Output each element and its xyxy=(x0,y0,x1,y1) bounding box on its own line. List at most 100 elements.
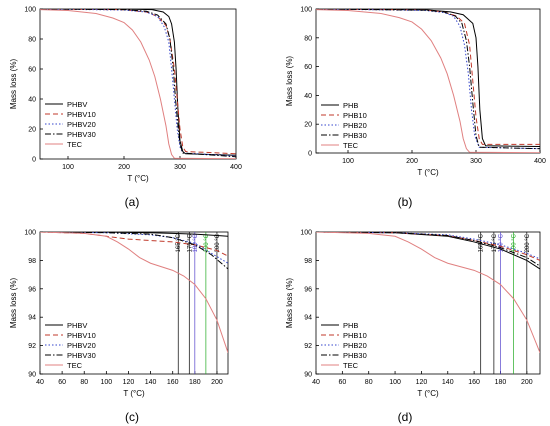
legend-label-b-3: PHB30 xyxy=(343,131,367,140)
x-tick-label-d-7: 180 xyxy=(495,379,507,386)
y-tick-label-a-3: 60 xyxy=(28,67,36,74)
y-tick-label-c-4: 98 xyxy=(28,258,36,265)
x-tick-label-d-8: 200 xyxy=(521,379,533,386)
y-tick-label-b-1: 20 xyxy=(304,122,312,129)
series-line-b-phb10 xyxy=(316,9,540,145)
series-line-c-phbv xyxy=(40,232,228,237)
y-tick-label-a-0: 0 xyxy=(32,157,36,164)
legend-label-c-2: PHBV20 xyxy=(67,341,96,350)
plot-frame-d xyxy=(315,231,541,375)
series-line-c-phbv20 xyxy=(40,232,228,264)
y-tick-label-d-5: 100 xyxy=(300,230,312,237)
series-line-a-phbv10 xyxy=(40,9,236,155)
legend-label-b-0: PHB xyxy=(343,101,358,110)
legend-label-a-1: PHBV10 xyxy=(67,110,96,119)
x-axis-label-b: T (°C) xyxy=(417,168,439,177)
legend-label-c-4: TEC xyxy=(67,361,83,370)
x-tick-label-c-2: 80 xyxy=(80,379,88,386)
y-axis-label-a: Mass loss (%) xyxy=(9,59,18,110)
vline-label-d-1: 175 °C xyxy=(492,233,498,252)
x-tick-label-b-3: 400 xyxy=(534,158,546,165)
legend-label-b-1: PHB10 xyxy=(343,111,367,120)
vline-label-c-2: 180 °C xyxy=(193,233,199,252)
panel-label-a: (a) xyxy=(125,195,140,209)
series-line-d-phb xyxy=(316,232,540,270)
y-tick-label-c-0: 90 xyxy=(28,372,36,379)
y-tick-label-a-2: 40 xyxy=(28,97,36,104)
x-tick-label-c-7: 180 xyxy=(189,379,201,386)
x-tick-label-c-6: 160 xyxy=(167,379,179,386)
x-tick-label-b-1: 200 xyxy=(406,158,418,165)
x-tick-label-c-5: 140 xyxy=(145,379,157,386)
y-tick-label-c-5: 100 xyxy=(24,230,36,237)
series-group-d xyxy=(316,232,540,353)
vline-label-d-3: 190 °C xyxy=(512,233,518,252)
y-tick-label-b-5: 100 xyxy=(300,7,312,14)
vline-label-d-2: 180 °C xyxy=(498,233,504,252)
y-tick-label-d-0: 90 xyxy=(304,372,312,379)
x-axis-label-c: T (°C) xyxy=(123,389,145,398)
y-tick-label-b-4: 80 xyxy=(304,35,312,42)
x-axis-label-d: T (°C) xyxy=(417,389,439,398)
legend-label-d-1: PHB10 xyxy=(343,331,367,340)
legend-label-a-3: PHBV30 xyxy=(67,130,96,139)
series-line-d-phb30 xyxy=(316,232,540,267)
y-axis-label-b: Mass loss (%) xyxy=(285,56,294,107)
legend-label-b-2: PHB20 xyxy=(343,121,367,130)
x-tick-label-d-4: 120 xyxy=(416,379,428,386)
series-group-a xyxy=(40,9,236,159)
x-tick-label-c-1: 60 xyxy=(58,379,66,386)
vline-label-c-3: 190 °C xyxy=(204,233,210,252)
y-tick-label-a-5: 100 xyxy=(24,7,36,14)
x-tick-label-c-8: 200 xyxy=(211,379,223,386)
y-tick-label-d-3: 96 xyxy=(304,286,312,293)
series-line-c-tec xyxy=(40,232,228,353)
y-tick-label-b-2: 40 xyxy=(304,93,312,100)
series-line-b-phb30 xyxy=(316,9,540,150)
y-tick-label-c-2: 94 xyxy=(28,315,36,322)
legend-label-c-0: PHBV xyxy=(67,321,87,330)
y-tick-label-d-4: 98 xyxy=(304,258,312,265)
x-tick-label-c-0: 40 xyxy=(36,379,44,386)
x-tick-label-a-0: 100 xyxy=(62,164,74,171)
series-line-b-phb xyxy=(316,9,540,148)
x-tick-label-a-2: 300 xyxy=(174,164,186,171)
legend-label-d-0: PHB xyxy=(343,321,358,330)
chart-c: 40 60 80 100 120 140 160 180 200 90 92 94 96 98 100 T (… xyxy=(9,230,229,398)
x-tick-label-d-0: 40 xyxy=(312,379,320,386)
x-tick-label-d-1: 60 xyxy=(338,379,346,386)
series-line-d-phb10 xyxy=(316,232,540,261)
series-line-b-tec xyxy=(316,9,540,153)
legend-label-d-4: TEC xyxy=(343,361,359,370)
series-line-a-phbv30 xyxy=(40,9,236,158)
panel-label-b: (b) xyxy=(398,195,413,209)
x-tick-label-a-1: 200 xyxy=(118,164,130,171)
y-axis-label-d: Mass loss (%) xyxy=(285,278,294,329)
plot-frame-b xyxy=(315,8,541,154)
y-tick-label-b-3: 60 xyxy=(304,64,312,71)
chart-b: 100 200 300 400 0 20 40 60 80 100 T (°C) Mass loss … xyxy=(285,7,546,178)
series-line-d-phb20 xyxy=(316,232,540,260)
legend-label-d-2: PHB20 xyxy=(343,341,367,350)
chart-d: 40 60 80 100 120 140 160 180 200 90 92 94 96 98 100 T (… xyxy=(285,230,541,398)
y-tick-label-a-4: 80 xyxy=(28,37,36,44)
series-line-a-phbv xyxy=(40,9,236,156)
x-tick-label-c-3: 100 xyxy=(101,379,113,386)
legend-label-b-4: TEC xyxy=(343,141,359,150)
legend-label-c-1: PHBV10 xyxy=(67,331,96,340)
y-axis-label-c: Mass loss (%) xyxy=(9,278,18,329)
vline-label-c-4: 200 °C xyxy=(215,233,221,252)
y-tick-label-a-1: 20 xyxy=(28,127,36,134)
x-tick-label-c-4: 120 xyxy=(123,379,135,386)
chart-a: 100 200 300 400 0 20 40 60 80 100 T (°C) Mass loss … xyxy=(9,7,242,184)
y-tick-label-d-2: 94 xyxy=(304,315,312,322)
x-tick-label-a-3: 400 xyxy=(230,164,242,171)
y-tick-label-b-0: 0 xyxy=(308,151,312,158)
y-tick-label-d-1: 92 xyxy=(304,343,312,350)
x-tick-label-b-2: 300 xyxy=(470,158,482,165)
x-axis-label-a: T (°C) xyxy=(127,174,149,183)
